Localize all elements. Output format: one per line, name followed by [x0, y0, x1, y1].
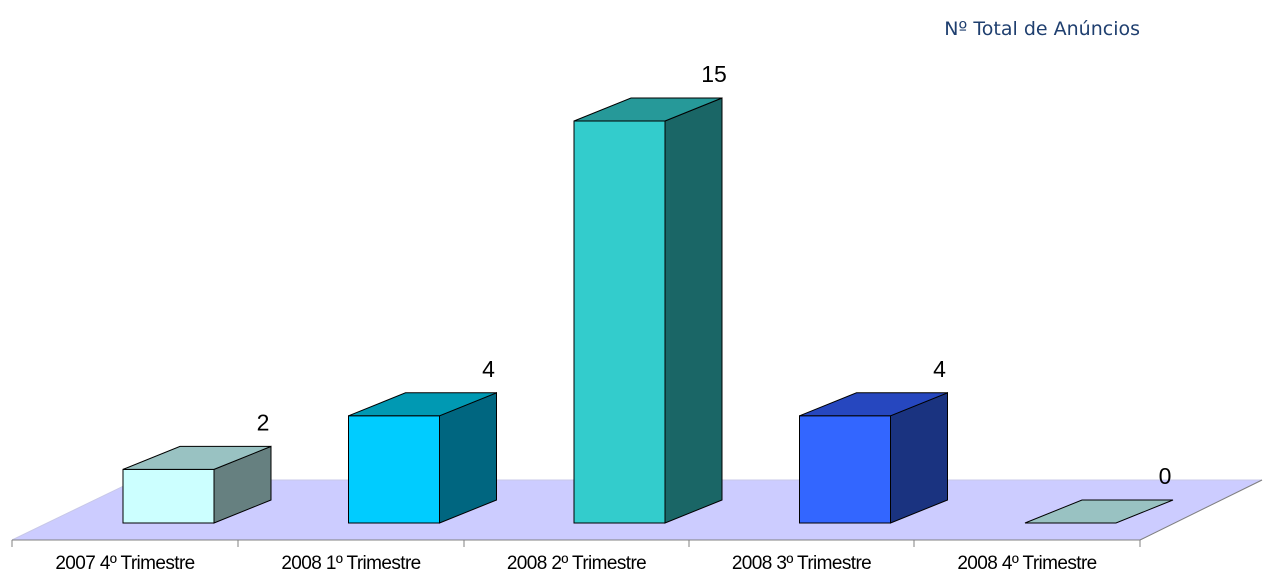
data-label: 4 — [482, 356, 495, 382]
bar-top-face — [348, 392, 497, 417]
bar-top-face — [122, 445, 272, 470]
x-tick-label: 2007 4º Trimestre — [55, 553, 194, 573]
x-tick-label: 2008 4º Trimestre — [957, 553, 1096, 573]
bar — [1024, 499, 1174, 524]
bar-top-face — [799, 392, 948, 417]
bar — [348, 392, 497, 524]
data-label: 2 — [257, 409, 270, 435]
bar-front-face — [122, 468, 215, 524]
bar — [122, 445, 272, 524]
bar-top-face — [573, 97, 723, 122]
x-tick-label: 2008 1º Trimestre — [281, 553, 420, 573]
data-label: 4 — [933, 356, 946, 382]
bar — [799, 392, 948, 524]
x-tick-label: 2008 2º Trimestre — [507, 553, 646, 573]
bar-top-face — [1024, 499, 1174, 524]
bar — [573, 97, 723, 524]
floor-edge — [1139, 479, 1263, 541]
chart-title: Nº Total de Anúncios — [944, 18, 1140, 40]
bar-front-face — [348, 415, 440, 524]
bar-front-face — [573, 120, 666, 524]
data-label: 0 — [1159, 463, 1172, 489]
x-tick-label: 2008 3º Trimestre — [732, 553, 871, 573]
data-label: 15 — [701, 61, 727, 87]
bar-side-face — [664, 97, 723, 524]
bar-front-face — [799, 415, 891, 524]
